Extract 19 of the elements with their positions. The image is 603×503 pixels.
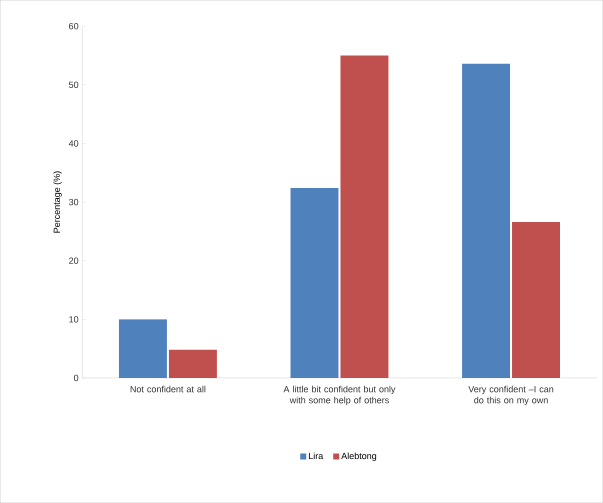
bar [512,222,560,378]
bar [118,319,167,378]
bar [168,350,217,378]
x-tick-label: Very confident –I can do this on my own [468,386,554,406]
y-tick-label: 30 [68,198,78,206]
x-tick-label: Not confident at all [130,386,206,392]
y-tick-label: 40 [68,140,78,147]
y-tick-label: 0 [74,374,78,382]
y-tick-label: 60 [69,22,78,30]
y-tick-label: 10 [69,316,78,322]
bar [290,188,338,378]
legend-label: Alebtong [341,452,376,461]
y-axis-title: Percentage (%) [53,171,62,233]
x-tick-label: A little bit confident but only with some help of others [283,386,396,406]
bar [340,55,388,378]
legend-label: Lira [308,452,324,460]
y-tick-label: 50 [68,82,78,88]
bar [462,64,510,378]
y-tick-label: 20 [69,257,78,264]
